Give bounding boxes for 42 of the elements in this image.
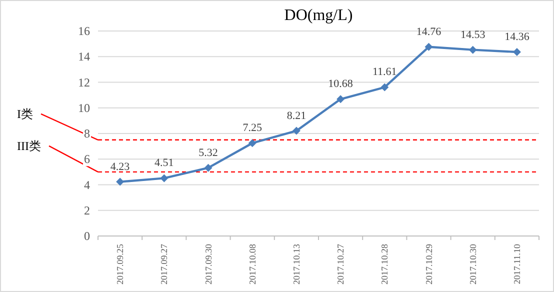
y-tick-label: 16: [78, 24, 90, 38]
y-tick-label: 6: [84, 152, 90, 166]
data-label: 4.23: [110, 160, 130, 173]
y-tick-label: 4: [84, 178, 90, 192]
y-tick-label: 10: [78, 100, 90, 115]
point: [292, 126, 300, 135]
data-label: 5.32: [198, 146, 218, 159]
data-label: 11.61: [372, 66, 397, 78]
data-label: 10.68: [328, 78, 354, 90]
x-tick-label: 2017.09.27: [159, 244, 170, 284]
point: [248, 139, 256, 148]
x-tick-label: 2017.09.25: [115, 244, 126, 284]
point: [468, 46, 477, 54]
x-tick-label: 2017.09.30: [203, 244, 214, 284]
chart-title: DO(mg/L): [284, 7, 353, 24]
data-label: 8.21: [286, 110, 306, 122]
data-label: 4.51: [154, 157, 174, 170]
y-tick-label: 12: [78, 75, 90, 90]
x-tick-label: 2017.11.10: [512, 244, 522, 284]
data-label: 14.53: [460, 28, 486, 41]
data-label: 14.36: [504, 31, 530, 44]
x-tick-label: 2017.10.28: [380, 244, 390, 284]
y-tick-label: 8: [84, 126, 90, 140]
y-tick-label: 0: [84, 229, 90, 243]
x-tick-label: 2017.10.08: [247, 244, 258, 284]
point: [116, 178, 124, 186]
x-tick-label: 2017.10.13: [291, 244, 302, 284]
data-label: 14.76: [416, 26, 442, 38]
x-tick-label: 2017.10.27: [336, 244, 346, 284]
point: [204, 164, 212, 172]
ref-line-label: III类: [17, 138, 41, 153]
point: [336, 95, 345, 104]
y-tick-label: 14: [78, 50, 90, 64]
x-tick-label: 2017.10.29: [424, 244, 434, 284]
ref-line-label: I类: [17, 106, 33, 121]
point: [160, 174, 168, 182]
y-tick-label: 2: [84, 203, 90, 218]
point: [424, 42, 433, 51]
x-tick-label: 2017.10.30: [468, 244, 478, 284]
point: [512, 48, 521, 56]
point: [380, 83, 389, 92]
data-label: 7.25: [242, 122, 262, 134]
